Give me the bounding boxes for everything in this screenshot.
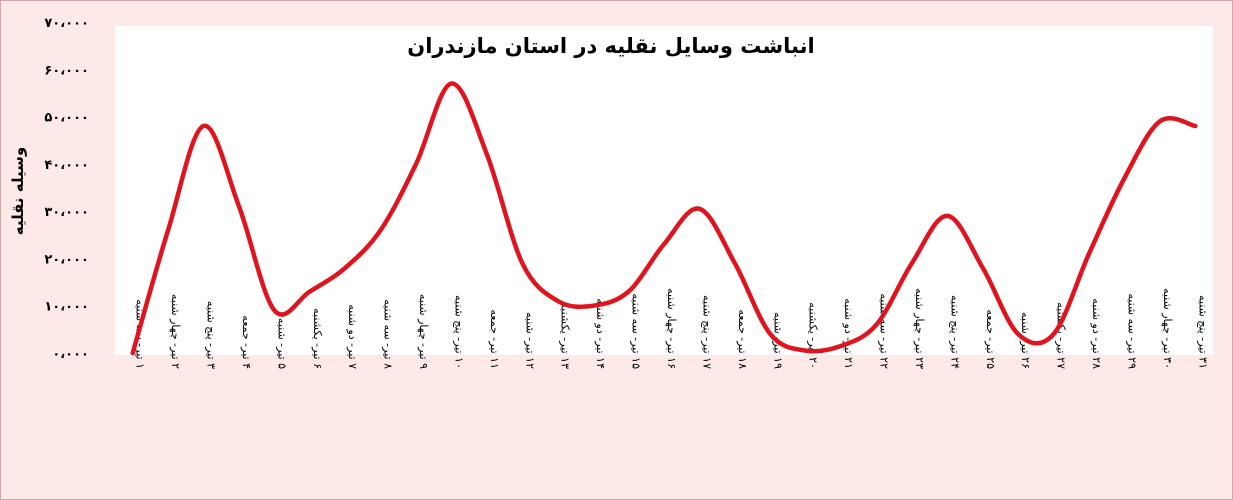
x-tick-label: ۶ تیر- یکشنبه [311,308,324,369]
x-tick-label: ۲۱ تیر- دو شنبه [842,298,855,369]
x-tick-label: ۷ تیر- دو شنبه [346,304,359,369]
x-tick-label: ۱۴ تیر- دو شنبه [594,298,607,369]
y-tick-label: ۱۰،۰۰۰ [44,300,89,315]
x-tick-label: ۳۰ تیر- چهار شنبه [1161,288,1174,369]
x-tick-label: ۲۰ تیر- یکشنبه [807,302,820,369]
x-tick-label: ۳ تیر- پنج شنبه [205,301,218,369]
x-tick-label: ۱۶ تیر- چهار شنبه [665,288,678,369]
x-tick-label: ۲۵ تیر- جمعه [984,309,997,369]
y-tick-label: ۲۰،۰۰۰ [44,252,89,267]
x-tick-label: ۱۳ تیر- یکشنبه [559,302,572,369]
x-tick-label: ۱۲ تیر- شنبه [523,312,536,369]
x-tick-label: ۱۷ تیر- پنج شنبه [700,295,713,369]
x-tick-label: ۲۳ تیر- چهار شنبه [913,288,926,369]
y-tick-label: ۷۰،۰۰۰ [44,16,89,31]
series-line [130,81,1198,356]
x-tick-label: ۲۸ تیر- دو شنبه [1090,298,1103,369]
x-tick-label: ۳۱ تیر- پنج شنبه [1196,295,1209,369]
y-tick-label: ۵۰،۰۰۰ [44,111,89,126]
x-tick-label: ۲۴ تیر- پنج شنبه [948,295,961,369]
x-tick-label: ۲۹ تیر- سه شنبه [1125,293,1138,369]
x-tick-label: ۱۸ تیر- جمعه [736,309,749,369]
x-tick-label: ۲ تیر- چهار شنبه [169,294,182,369]
x-tick-label: ۸ تیر- سه شنبه [382,299,395,369]
y-tick-label: ۴۰،۰۰۰ [44,158,89,173]
y-tick-label: ۰،۰۰۰ [52,347,89,362]
x-tick-label: ۱۱ تیر- جمعه [488,309,501,369]
x-tick-label: ۹ تیر- چهار شنبه [417,294,430,369]
x-tick-label: ۴ تیر- جمعه [240,315,253,369]
chart-title: انباشت وسایل نقلیه در استان مازندران [407,34,814,58]
y-tick-label: ۳۰،۰۰۰ [44,205,89,220]
x-tick-label: ۱۰ تیر- پنج شنبه [452,295,465,369]
x-tick-label: ۱۵ تیر- سه شنبه [630,293,643,369]
y-axis-label: وسیله نقلیه [9,147,27,235]
plot-area [115,26,1213,355]
x-tick-label: ۵ تیر- شنبه [275,318,288,369]
y-tick-label: ۶۰،۰۰۰ [44,63,89,78]
y-axis-ticks: ۰،۰۰۰ ۱۰،۰۰۰ ۲۰،۰۰۰ ۳۰،۰۰۰ ۴۰،۰۰۰ ۵۰،۰۰۰ ۶۰،۰۰… [44,16,89,362]
